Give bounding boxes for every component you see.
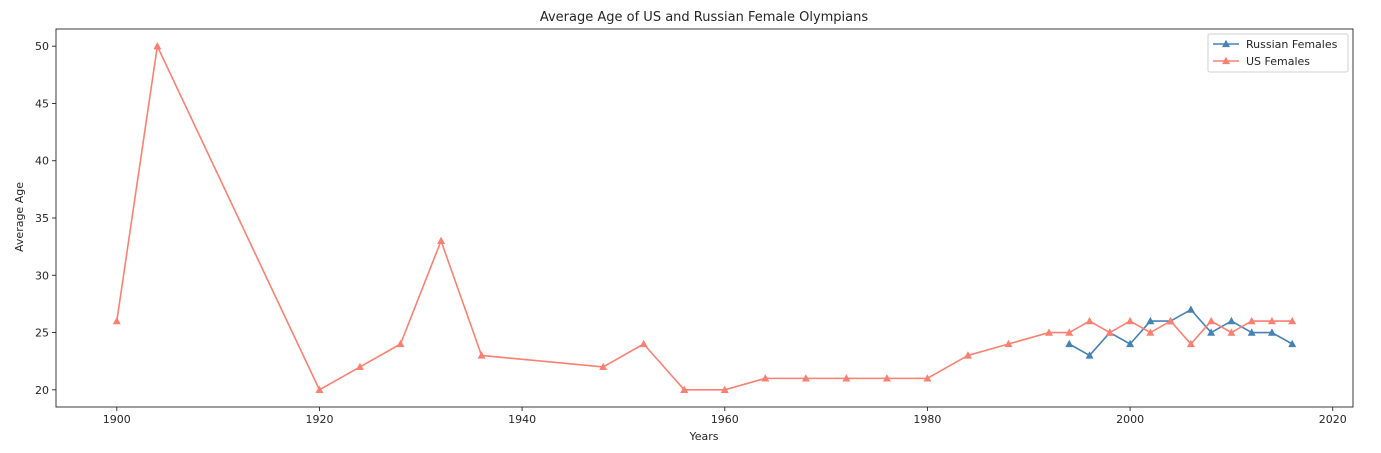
data-point-us-females-2004 — [1166, 316, 1175, 325]
data-point-us-females-1932 — [437, 236, 446, 245]
data-point-us-females-1948 — [599, 362, 608, 371]
y-tick-label-40: 40 — [35, 155, 49, 168]
data-point-us-females-1976 — [882, 374, 891, 382]
data-point-us-females-1984 — [963, 351, 972, 359]
data-point-us-females-1936 — [477, 351, 486, 359]
data-point-russian-females-1996 — [1085, 351, 1094, 359]
y-tick-label-35: 35 — [35, 212, 49, 225]
data-point-us-females-1952 — [639, 339, 648, 348]
data-point-russian-females-2006 — [1186, 305, 1195, 313]
legend-box — [1207, 33, 1349, 73]
x-axis-label: Years — [688, 430, 718, 443]
data-point-us-females-1904 — [153, 41, 162, 50]
data-point-us-females-2012 — [1247, 316, 1256, 325]
data-point-russian-females-2002 — [1146, 316, 1155, 325]
data-point-russian-females-2014 — [1267, 328, 1276, 336]
data-point-us-females-2014 — [1267, 316, 1276, 325]
x-tick-label-2000: 2000 — [1116, 413, 1144, 426]
y-axis-label: Average Age — [13, 182, 26, 252]
data-point-us-females-2006 — [1186, 339, 1195, 348]
x-tick-label-1980: 1980 — [913, 413, 941, 426]
data-point-russian-females-2012 — [1247, 328, 1256, 336]
data-point-us-females-1960 — [720, 385, 729, 393]
x-tick-label-1900: 1900 — [103, 413, 131, 426]
data-point-us-females-1972 — [842, 374, 851, 382]
data-point-us-females-2016 — [1288, 316, 1297, 325]
data-point-us-females-1920 — [315, 385, 324, 393]
data-point-us-females-1924 — [355, 362, 364, 371]
data-point-us-females-1956 — [680, 385, 689, 393]
data-point-us-females-2010 — [1227, 328, 1236, 336]
data-point-us-females-1992 — [1045, 328, 1054, 336]
data-point-us-females-1988 — [1004, 339, 1013, 348]
legend-label-russian-females: Russian Females — [1246, 38, 1338, 51]
plot-area: 1900 1920 1940 1960 1980 2000 2020202530354045… — [35, 28, 1354, 426]
data-point-russian-females-2008 — [1207, 328, 1216, 336]
data-point-us-females-1994 — [1065, 328, 1074, 336]
data-point-us-females-2000 — [1126, 316, 1135, 325]
data-point-us-females-1998 — [1105, 328, 1114, 336]
x-tick-label-1920: 1920 — [305, 413, 333, 426]
data-point-russian-females-1994 — [1065, 339, 1074, 348]
legend-label-us-females: US Females — [1246, 55, 1310, 68]
data-point-us-females-2008 — [1207, 316, 1216, 325]
y-tick-label-50: 50 — [35, 40, 49, 53]
data-point-russian-females-2016 — [1288, 339, 1297, 348]
data-point-us-females-1980 — [923, 374, 932, 382]
data-point-us-females-2002 — [1146, 328, 1155, 336]
data-point-us-females-1968 — [801, 374, 810, 382]
y-tick-label-20: 20 — [35, 384, 49, 397]
series-line-russian-females — [1068, 308, 1293, 357]
y-tick-label-30: 30 — [35, 269, 49, 282]
x-tick-label-2020: 2020 — [1319, 413, 1347, 426]
data-point-us-females-1900 — [112, 316, 121, 325]
data-point-russian-females-2000 — [1126, 339, 1135, 348]
x-tick-label-1960: 1960 — [711, 413, 739, 426]
plot-frame — [55, 28, 1354, 408]
chart-title: Average Age of US and Russian Female Oly… — [540, 10, 869, 25]
legend-marker-us-females — [1222, 56, 1230, 65]
data-point-us-females-1996 — [1085, 316, 1094, 325]
x-tick-label-1940: 1940 — [508, 413, 536, 426]
legend: Russian Females US Females — [1207, 33, 1349, 73]
data-point-us-females-1928 — [396, 339, 405, 348]
legend-marker-russian-females — [1222, 39, 1230, 48]
data-point-us-females-1964 — [761, 374, 770, 382]
y-tick-label-25: 25 — [35, 327, 49, 340]
data-point-russian-females-2010 — [1227, 316, 1236, 325]
series-line-us-females — [116, 45, 1293, 391]
y-tick-label-45: 45 — [35, 97, 49, 110]
